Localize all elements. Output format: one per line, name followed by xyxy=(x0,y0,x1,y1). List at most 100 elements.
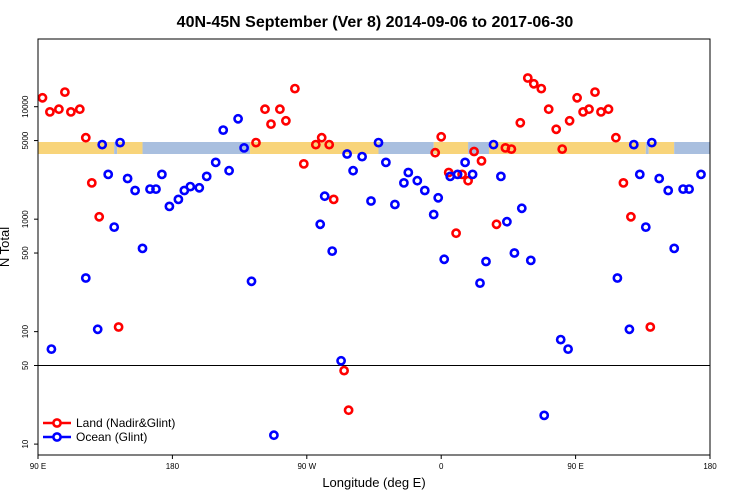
ocean-point xyxy=(428,209,439,220)
y-tick-label: 1000 xyxy=(21,210,30,228)
ocean-point xyxy=(380,157,391,168)
land-point xyxy=(289,83,300,94)
ocean-point xyxy=(612,273,623,283)
x-tick-label: 90 W xyxy=(297,462,316,471)
track-segment xyxy=(378,142,434,154)
ocean-point xyxy=(201,171,212,182)
ocean-point xyxy=(563,344,573,354)
land-point xyxy=(260,104,270,115)
ocean-point xyxy=(233,113,243,124)
ocean-point xyxy=(412,175,423,186)
legend-marker xyxy=(52,432,62,442)
land-point xyxy=(457,169,467,180)
land-point xyxy=(506,144,517,154)
ocean-point xyxy=(218,125,229,136)
land-point xyxy=(618,177,629,188)
x-tick-label: 90 E xyxy=(567,462,583,471)
ocean-point xyxy=(315,219,326,230)
land-point xyxy=(515,117,526,128)
land-point xyxy=(45,107,55,117)
land-point xyxy=(543,104,554,115)
ocean-point xyxy=(654,173,665,184)
land-point xyxy=(343,405,354,416)
ocean-point xyxy=(185,181,196,192)
ocean-point xyxy=(268,430,279,441)
ocean-point xyxy=(403,167,414,178)
land-point xyxy=(469,146,479,157)
ocean-point xyxy=(669,243,680,254)
ocean-point xyxy=(357,151,367,162)
ocean-point xyxy=(115,137,125,148)
ocean-point xyxy=(452,169,463,180)
track-segment xyxy=(468,142,489,154)
land-point xyxy=(476,155,487,166)
ocean-point xyxy=(164,201,175,212)
land-point xyxy=(86,177,97,188)
land-point xyxy=(430,147,441,158)
ocean-point xyxy=(495,171,506,182)
track-segment xyxy=(142,142,251,154)
x-tick-label: 180 xyxy=(166,462,180,471)
legend-item: Land (Nadir&Glint) xyxy=(43,416,175,430)
ocean-point xyxy=(336,355,346,366)
legend-label: Land (Nadir&Glint) xyxy=(76,416,175,430)
ocean-point xyxy=(539,410,550,421)
ocean-point xyxy=(173,194,184,205)
ocean-point xyxy=(628,139,639,150)
ocean-point xyxy=(327,246,338,256)
y-tick-label: 10000 xyxy=(21,95,30,118)
ocean-point xyxy=(246,276,257,287)
land-point xyxy=(298,158,309,169)
y-tick-label: 5000 xyxy=(21,131,30,149)
land-point xyxy=(564,115,575,126)
data-points xyxy=(37,73,706,441)
x-axis-label: Longitude (deg E) xyxy=(322,475,425,490)
land-point xyxy=(280,115,291,126)
land-point xyxy=(551,124,562,135)
land-point xyxy=(274,104,285,115)
ocean-point xyxy=(239,142,249,153)
land-point xyxy=(66,107,76,117)
y-tick-label: 50 xyxy=(21,360,30,369)
plot-frame xyxy=(37,38,711,456)
ocean-point xyxy=(389,199,400,210)
ocean-point xyxy=(130,185,140,196)
ocean-point xyxy=(137,243,148,254)
legend-marker xyxy=(52,418,62,428)
legend: Land (Nadir&Glint)Ocean (Glint) xyxy=(43,416,175,444)
land-point xyxy=(74,104,85,115)
y-axis-label: N Total xyxy=(0,227,12,267)
land-point xyxy=(37,92,48,103)
land-point xyxy=(113,322,124,332)
ocean-point xyxy=(319,191,330,202)
land-point xyxy=(80,132,91,143)
track-segment xyxy=(488,142,646,154)
land-point xyxy=(522,73,533,83)
ocean-point xyxy=(488,139,499,150)
x-tick-label: 180 xyxy=(703,462,717,471)
land-point xyxy=(436,131,447,142)
land-point xyxy=(266,119,276,129)
ocean-point xyxy=(555,334,566,345)
ocean-point xyxy=(46,344,57,354)
ocean-point xyxy=(398,177,409,188)
ocean-point xyxy=(419,185,430,196)
land-point xyxy=(572,92,582,103)
land-point xyxy=(54,104,64,115)
ocean-point xyxy=(646,137,657,148)
track-segment xyxy=(114,142,118,154)
ocean-point xyxy=(516,203,527,214)
land-point xyxy=(339,365,349,376)
ocean-point xyxy=(684,184,694,194)
ocean-point xyxy=(696,169,706,180)
x-axis: 90 E 180 90 W 0 90 E 180 xyxy=(30,455,717,471)
ocean-point xyxy=(151,184,161,194)
land-point xyxy=(491,219,502,230)
y-tick-label: 500 xyxy=(21,246,30,260)
ocean-point xyxy=(439,254,450,265)
ocean-point xyxy=(501,216,512,227)
track-segment xyxy=(674,142,710,154)
track-segment xyxy=(645,142,649,154)
ocean-point xyxy=(109,222,120,232)
